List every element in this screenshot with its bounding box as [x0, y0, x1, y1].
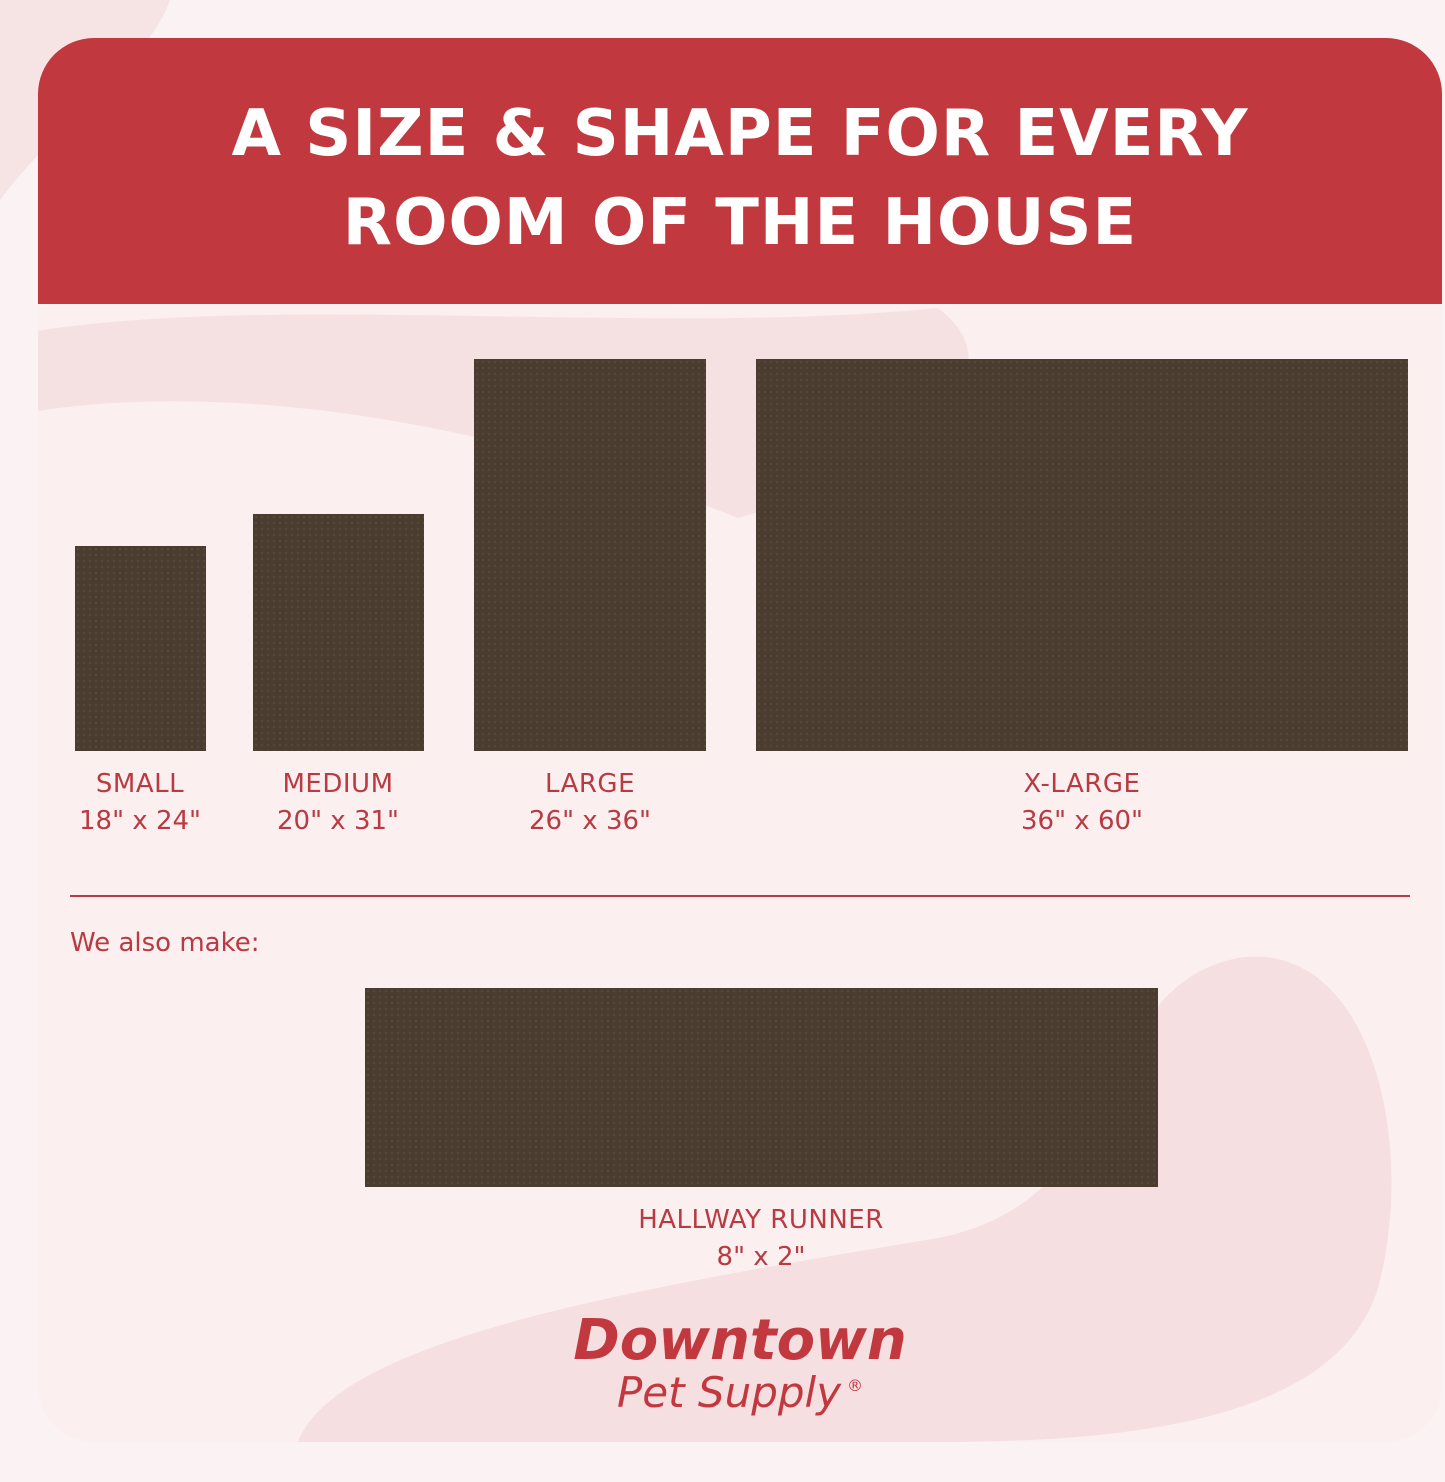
- size-label-runner: HALLWAY RUNNER 8" x 2": [561, 1202, 961, 1276]
- brand-logo-text: Pet Supply: [616, 1368, 842, 1417]
- mat-x-large: [756, 359, 1408, 751]
- brand-logo-line-2: Pet Supply ®: [38, 1368, 1442, 1417]
- title-line-1: A SIZE & SHAPE FOR EVERY: [231, 97, 1249, 171]
- also-make-label: We also make:: [70, 928, 260, 958]
- page-title: A SIZE & SHAPE FOR EVERY ROOM OF THE HOU…: [38, 90, 1442, 268]
- size-label-medium: MEDIUM 20" x 31": [238, 766, 438, 840]
- mat-large: [474, 359, 706, 751]
- size-name: HALLWAY RUNNER: [638, 1205, 884, 1235]
- brand-logo-line-1: Downtown: [573, 1308, 907, 1373]
- divider: [70, 895, 1410, 897]
- size-dims: 20" x 31": [276, 806, 399, 836]
- size-label-small: SMALL 18" x 24": [50, 766, 230, 840]
- size-dims: 18" x 24": [78, 806, 201, 836]
- size-label-large: LARGE 26" x 36": [490, 766, 690, 840]
- size-name: SMALL: [95, 769, 185, 799]
- mat-medium: [253, 514, 424, 751]
- size-name: X-LARGE: [1023, 769, 1141, 799]
- title-line-2: ROOM OF THE HOUSE: [342, 186, 1138, 260]
- mat-small: [75, 546, 206, 751]
- infographic-card: A SIZE & SHAPE FOR EVERY ROOM OF THE HOU…: [38, 38, 1442, 1442]
- size-label-x-large: X-LARGE 36" x 60": [982, 766, 1182, 840]
- registered-mark: ®: [847, 1376, 864, 1395]
- size-dims: 36" x 60": [1020, 806, 1143, 836]
- size-dims: 26" x 36": [528, 806, 651, 836]
- header-banner: A SIZE & SHAPE FOR EVERY ROOM OF THE HOU…: [38, 38, 1442, 304]
- mat-hallway-runner: [365, 988, 1158, 1187]
- size-dims: 8" x 2": [716, 1242, 806, 1272]
- size-name: LARGE: [544, 769, 635, 799]
- size-name: MEDIUM: [282, 769, 394, 799]
